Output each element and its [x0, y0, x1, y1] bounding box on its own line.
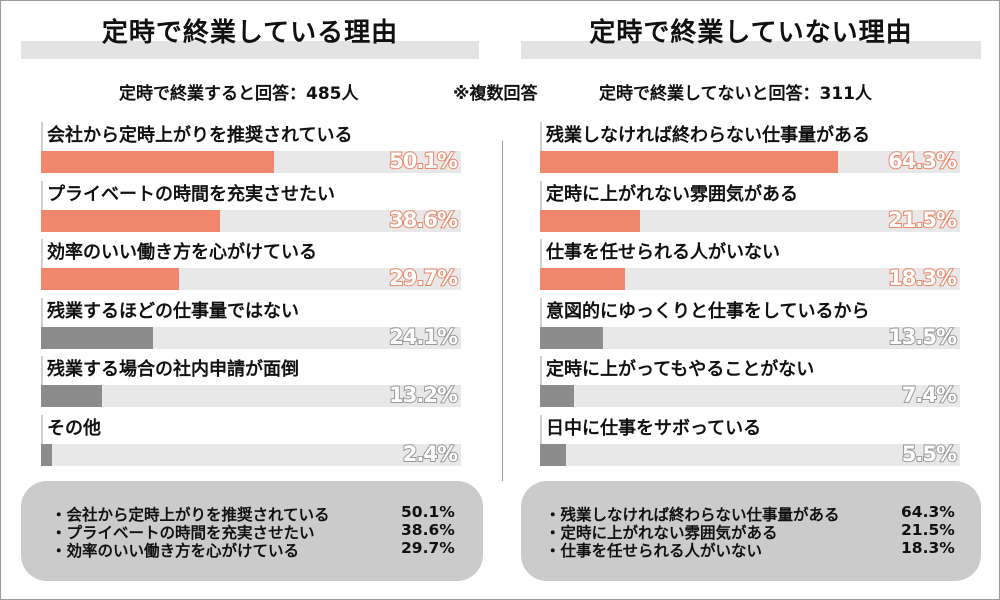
row-marker	[41, 122, 43, 168]
bar-fill	[41, 151, 274, 173]
bar-fill	[41, 385, 103, 407]
bar-fill	[540, 326, 603, 349]
bar-value-label: 38.6%	[388, 207, 459, 233]
bar-label: 会社から定時上がりを推奨されている	[47, 125, 353, 146]
bar-fill	[540, 209, 640, 232]
bar-value-label: 21.5%	[887, 207, 958, 233]
bar-track	[41, 268, 461, 290]
bar-track	[540, 443, 960, 466]
bar-track	[41, 385, 461, 407]
bar-track	[540, 209, 960, 232]
right-respondents: 定時で終業してないと回答：311人	[599, 84, 872, 104]
row-marker	[540, 297, 542, 344]
bar-fill	[41, 268, 179, 290]
bar-value-label: 64.3%	[887, 148, 958, 174]
bar-value-label: 5.5%	[901, 441, 958, 467]
bar-value-label: 29.7%	[388, 265, 459, 291]
bar-row: 残業するほどの仕事量ではない 24.1%	[41, 295, 461, 357]
multiple-answers-note: ※複数回答	[453, 84, 538, 104]
summary-item-value: 21.5%	[901, 521, 955, 539]
bar-value-label: 7.4%	[901, 382, 958, 408]
bar-track	[41, 209, 461, 232]
right-chart-title: 定時で終業していない理由	[589, 18, 913, 48]
bar-label: 残業する場合の社内申請が面倒	[47, 359, 299, 380]
bar-label: プライベートの時間を充実させたい	[47, 183, 335, 205]
bar-row: 日中に仕事をサボっている 5.5%	[540, 412, 960, 474]
left-title-bar	[21, 41, 479, 59]
summary-item-label: ・仕事を任せられる人がいない	[545, 542, 763, 560]
bar-row: その他 2.4%	[41, 412, 461, 474]
bar-row: 残業する場合の社内申請が面倒 13.2%	[41, 353, 461, 415]
bar-value-label: 50.1%	[388, 148, 459, 174]
summary-item-label: ・残業しなければ終わらない仕事量がある	[545, 506, 840, 524]
left-respondents: 定時で終業すると回答：485人	[119, 84, 359, 104]
bar-fill	[41, 209, 221, 232]
left-summary-box: ・会社から定時上がりを推奨されている 50.1% ・プライベートの時間を充実させ…	[21, 481, 483, 581]
summary-item-label: ・会社から定時上がりを推奨されている	[51, 506, 330, 524]
summary-item-value: 50.1%	[401, 503, 455, 521]
bar-label: 仕事を任せられる人がいない	[546, 242, 780, 263]
bar-label: 残業しなければ終わらない仕事量がある	[546, 125, 870, 146]
row-marker	[540, 239, 542, 285]
bar-label: 定時に上がれない雰囲気がある	[546, 183, 798, 205]
summary-item-value: 38.6%	[401, 521, 455, 539]
bar-fill	[540, 268, 625, 290]
row-marker	[540, 122, 542, 168]
summary-item-value: 29.7%	[401, 539, 455, 557]
bar-row: 残業しなければ終わらない仕事量がある 64.3%	[540, 119, 960, 181]
bar-label: 残業するほどの仕事量ではない	[47, 300, 299, 322]
bar-value-label: 18.3%	[887, 265, 958, 291]
bar-row: 定時に上がれない雰囲気がある 21.5%	[540, 178, 960, 240]
row-marker	[41, 356, 43, 402]
bar-row: プライベートの時間を充実させたい 38.6%	[41, 178, 461, 240]
summary-item-label: ・定時に上がれない雰囲気がある	[545, 524, 778, 542]
row-marker	[540, 356, 542, 402]
row-marker	[540, 180, 542, 227]
bar-value-label: 2.4%	[402, 441, 459, 467]
bar-label: 定時に上がってもやることがない	[546, 359, 815, 380]
bar-track	[540, 326, 960, 349]
bar-value-label: 24.1%	[388, 324, 459, 350]
bar-value-label: 13.5%	[887, 324, 958, 350]
center-divider	[502, 141, 503, 481]
row-marker	[41, 297, 43, 344]
summary-item-label: ・プライベートの時間を充実させたい	[51, 524, 315, 542]
bar-fill	[41, 326, 153, 349]
summary-item-label: ・効率のいい働き方を心がけている	[51, 542, 300, 560]
bar-track	[540, 385, 960, 407]
bar-row: 意図的にゆっくりと仕事をしているから 13.5%	[540, 295, 960, 357]
right-title-bar	[521, 41, 981, 59]
summary-item-value: 64.3%	[901, 503, 955, 521]
bar-fill	[41, 443, 53, 466]
row-marker	[540, 414, 542, 461]
summary-item-value: 18.3%	[901, 539, 955, 557]
bar-label: 意図的にゆっくりと仕事をしているから	[546, 300, 870, 322]
row-marker	[41, 239, 43, 285]
bar-track	[540, 151, 960, 173]
bar-track	[41, 151, 461, 173]
left-chart-title: 定時で終業している理由	[101, 18, 399, 48]
bar-label: 効率のいい働き方を心がけている	[47, 242, 317, 263]
bar-track	[41, 326, 461, 349]
row-marker	[41, 180, 43, 227]
bar-row: 会社から定時上がりを推奨されている 50.1%	[41, 119, 461, 181]
bar-track	[540, 268, 960, 290]
row-marker	[41, 414, 43, 461]
bar-label: その他	[47, 417, 101, 439]
bar-track	[41, 443, 461, 466]
bar-fill	[540, 385, 575, 407]
bar-fill	[540, 443, 566, 466]
bar-row: 定時に上がってもやることがない 7.4%	[540, 353, 960, 415]
bar-row: 仕事を任せられる人がいない 18.3%	[540, 236, 960, 298]
right-summary-box: ・残業しなければ終わらない仕事量がある 64.3% ・定時に上がれない雰囲気があ…	[521, 481, 981, 581]
bar-value-label: 13.2%	[388, 382, 459, 408]
bar-row: 効率のいい働き方を心がけている 29.7%	[41, 236, 461, 298]
bar-label: 日中に仕事をサボっている	[546, 417, 762, 439]
bar-fill	[540, 151, 839, 173]
